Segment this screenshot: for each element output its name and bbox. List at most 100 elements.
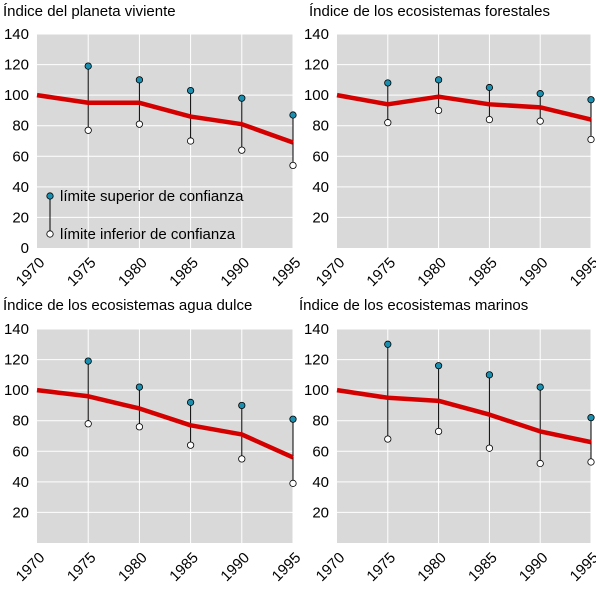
legend: límite superior de confianza límite infer… (46, 188, 244, 243)
lower-confidence-point (485, 116, 493, 124)
y-tick-label: 60 (12, 148, 29, 165)
y-tick-label: 80 (312, 118, 329, 135)
plot-area (37, 329, 293, 543)
lower-confidence-point (238, 146, 246, 154)
panel-title: Índice de los ecosistemas forestales (309, 3, 550, 20)
x-tick-label: 1995 (269, 254, 305, 290)
upper-confidence-point (536, 90, 544, 98)
upper-confidence-point (587, 96, 595, 104)
x-tick-label: 1980 (414, 254, 450, 290)
upper-confidence-point (289, 111, 297, 119)
lower-confidence-point (384, 119, 392, 127)
chart-panel-1: Índice del planeta viviente 0 20 40 60 80 100 1… (3, 3, 304, 290)
y-tick-label: 140 (4, 321, 29, 338)
y-tick-label: 60 (312, 148, 329, 165)
plot-area (337, 34, 591, 248)
lower-confidence-point (434, 427, 443, 436)
y-tick-label: 120 (304, 352, 329, 369)
y-tick-label: 100 (304, 382, 329, 399)
panel-title: Índice de los ecosistemas agua dulce (3, 297, 252, 314)
y-tick-label: 40 (12, 179, 29, 196)
upper-confidence-point (187, 86, 195, 95)
y-tick-label: 20 (12, 504, 29, 521)
lower-confidence-point (84, 420, 92, 428)
chart-panel-2: Índice de los ecosistemas forestales 20 40… (304, 3, 596, 290)
index-line (336, 92, 592, 122)
legend-upper-label: límite superior de confianza (60, 188, 244, 205)
upper-confidence-point (238, 94, 246, 102)
y-tick-label: 100 (304, 87, 329, 104)
plot-area (37, 34, 293, 248)
lower-confidence-point (536, 459, 544, 468)
x-tick-label: 1995 (567, 549, 596, 585)
x-tick-label: 1980 (115, 254, 151, 290)
upper-confidence-point (384, 340, 392, 348)
y-tick-label: 140 (304, 26, 329, 43)
upper-confidence-point (434, 76, 443, 84)
upper-confidence-point (485, 83, 493, 92)
upper-confidence-point (84, 357, 92, 365)
lower-confidence-point (289, 161, 297, 170)
lower-confidence-point (187, 137, 195, 145)
upper-confidence-point (485, 371, 493, 379)
upper-confidence-point (434, 362, 443, 370)
lower-confidence-point (84, 126, 92, 134)
y-tick-label: 80 (12, 413, 29, 430)
x-tick-label: 1980 (414, 549, 450, 585)
x-tick-label: 1990 (217, 254, 253, 290)
x-tick-label: 1975 (64, 254, 100, 290)
lower-confidence-point (187, 441, 195, 449)
x-tick-label: 1970 (13, 254, 49, 290)
upper-confidence-point (238, 401, 246, 410)
lower-confidence-point (289, 479, 297, 487)
x-tick-label: 1985 (465, 549, 501, 585)
panel-title: Índice de los ecosistemas marinos (299, 297, 528, 314)
x-tick-label: 1995 (567, 254, 596, 290)
y-tick-label: 60 (12, 443, 29, 460)
x-tick-label: 1975 (64, 549, 100, 585)
panel-title: Índice del planeta viviente (3, 3, 176, 20)
lower-confidence-point (238, 455, 246, 463)
y-tick-label: 120 (4, 352, 29, 369)
y-tick-label: 20 (312, 504, 329, 521)
legend-lower-label: límite inferior de confianza (60, 226, 236, 243)
x-tick-label: 1990 (217, 549, 253, 585)
y-tick-label: 120 (304, 57, 329, 74)
x-tick-label: 1970 (313, 254, 349, 290)
lower-confidence-point (536, 117, 544, 125)
y-tick-label: 20 (12, 209, 29, 226)
x-tick-label: 1970 (13, 549, 49, 585)
y-tick-label: 140 (304, 321, 329, 338)
y-tick-label: 40 (312, 179, 329, 196)
lower-confidence-point (485, 444, 493, 452)
x-tick-label: 1995 (269, 549, 305, 585)
x-tick-label: 1985 (166, 254, 202, 290)
y-tick-label: 80 (12, 118, 29, 135)
lower-confidence-point (135, 120, 143, 128)
x-tick-label: 1985 (166, 549, 202, 585)
x-tick-label: 1975 (363, 254, 399, 290)
y-tick-label: 0 (21, 240, 29, 257)
lower-confidence-point (434, 106, 443, 115)
y-tick-label: 100 (4, 382, 29, 399)
x-tick-label: 1975 (363, 549, 399, 585)
y-tick-label: 100 (4, 87, 29, 104)
lower-confidence-point (135, 423, 143, 431)
chart-panel-4: Índice de los ecosistemas marinos 20 40 60 8… (299, 297, 596, 585)
upper-confidence-point (84, 62, 92, 70)
lower-confidence-point (587, 135, 595, 144)
plot-area (337, 329, 591, 543)
y-tick-label: 80 (312, 413, 329, 430)
y-tick-label: 40 (312, 474, 329, 491)
upper-confidence-point (384, 79, 392, 87)
x-tick-label: 1990 (516, 549, 552, 585)
y-tick-label: 60 (312, 443, 329, 460)
y-tick-label: 20 (312, 209, 329, 226)
y-tick-label: 40 (12, 474, 29, 491)
x-tick-label: 1990 (516, 254, 552, 290)
index-line (336, 387, 592, 445)
index-line (36, 92, 294, 145)
upper-confidence-point (289, 415, 297, 423)
lower-confidence-point (384, 435, 392, 443)
